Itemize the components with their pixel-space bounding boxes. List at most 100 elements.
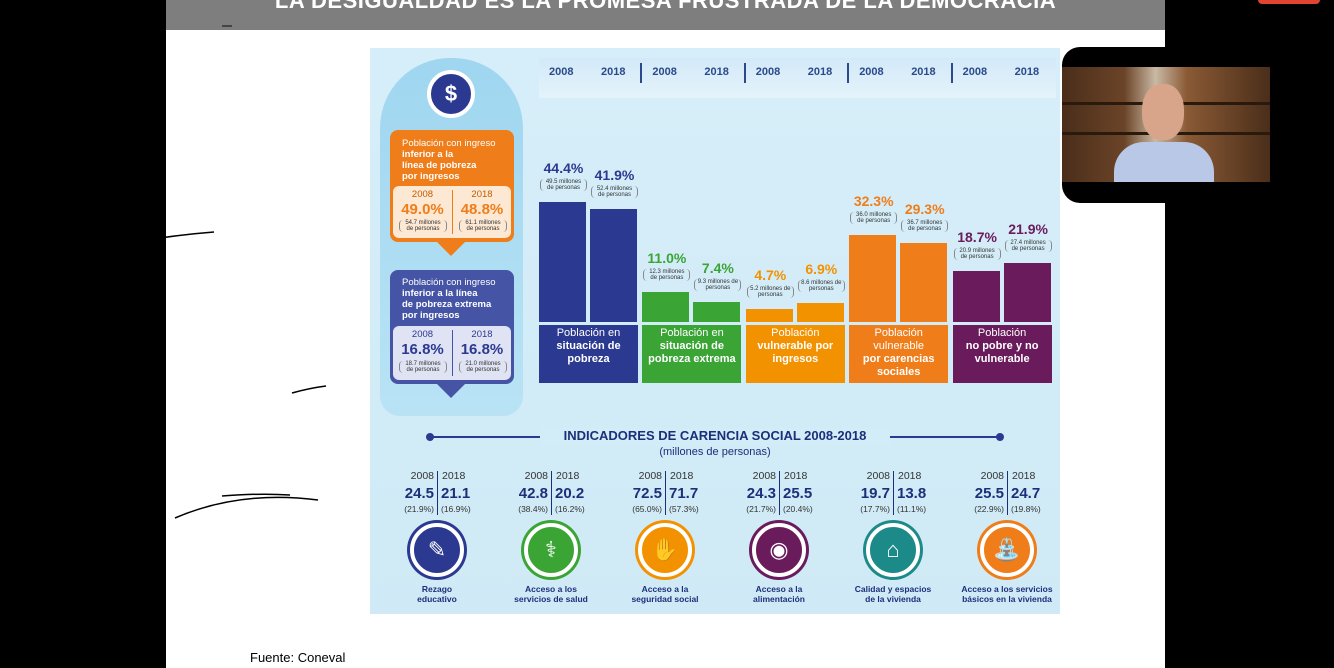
indicator-separator <box>437 471 438 515</box>
bar-value-label: 41.9% <box>594 166 635 183</box>
indicator-card: 2008 2018 24.5 21.1 (21.9%) (16.9%) ✎ Rezago edu… <box>380 470 494 610</box>
indicator-label-line: Rezago <box>421 584 453 594</box>
doctor-icon: ⚕ <box>545 537 557 562</box>
year-header-label: 2008 <box>755 66 781 78</box>
year-label: 2008 <box>411 189 434 200</box>
bar <box>952 271 1000 322</box>
indicator-label-line: Acceso a la <box>755 584 803 594</box>
indicator-circle: ⛲ <box>980 523 1034 577</box>
plate-icon: ◉ <box>769 537 789 562</box>
indicator-value-2018: 25.5 <box>783 485 813 502</box>
indicator-label: Acceso a la alimentación <box>722 584 836 604</box>
divider-dot <box>426 433 434 441</box>
indicator-label-line: de la vivienda <box>865 594 921 604</box>
bar-people-note: 36.0 millones de personas <box>850 211 898 224</box>
person-shirt <box>1114 142 1214 182</box>
indicator-year: 2008 <box>410 470 434 482</box>
value-2018: 48.8% <box>460 201 504 218</box>
bar-value-label: 11.0% <box>647 250 687 267</box>
indicator-year: 2008 <box>980 470 1004 482</box>
bar <box>1003 262 1051 322</box>
indicator-year: 2018 <box>898 470 922 482</box>
indicator-separator <box>551 471 552 515</box>
indicator-pct-2018: (16.2%) <box>555 504 585 514</box>
indicator-circle: ✎ <box>410 523 464 577</box>
panel-title-2: inferior a la <box>402 149 454 160</box>
year-header-label: 2018 <box>1014 66 1040 78</box>
indicators-title: INDICADORES DE CARENCIA SOCIAL 2008-2018 <box>540 428 890 446</box>
pen-annotations <box>21 159 327 519</box>
category-label: Población vulnerable por carencias sociale… <box>849 325 949 383</box>
indicator-circle: ⚕ <box>524 523 578 577</box>
indicator-pct-2008: (38.4%) <box>518 504 548 514</box>
year-header-label: 2018 <box>911 66 936 78</box>
indicator-card: 2008 2018 24.3 25.5 (21.7%) (20.4%) ◉ Acceso a … <box>722 470 836 610</box>
bar <box>642 292 690 322</box>
indicator-pct-2018: (20.4%) <box>783 504 813 514</box>
category-label-line: pobreza <box>567 353 610 365</box>
pencil-icon: ✎ <box>427 537 447 562</box>
house-hands-icon: ⌂ <box>886 537 900 562</box>
bar-value-label: 7.4% <box>701 260 734 276</box>
indicators-subtitle: (millones de personas) <box>659 446 771 458</box>
cursor-mark <box>222 25 232 27</box>
indicator-value-2008: 25.5 <box>974 485 1004 502</box>
category-label: Población vulnerable por ingresos <box>745 325 845 383</box>
indicator-circle: ⌂ <box>866 523 920 577</box>
indicator-card: 2008 2018 42.8 20.2 (38.4%) (16.2%) ⚕ Acceso a … <box>494 470 608 610</box>
indicator-value-2018: 21.1 <box>441 485 471 502</box>
bar-value-label: 18.7% <box>957 229 997 246</box>
bar-people-note: 12.3 millones de personas <box>643 269 691 282</box>
indicator-year: 2018 <box>784 470 808 482</box>
panel-title-4: por ingresos <box>402 171 460 182</box>
category-label-line: vulnerable por <box>757 340 834 352</box>
person-face <box>1142 84 1184 140</box>
indicator-label-line: Acceso a la <box>641 584 689 594</box>
bar-people-note: 5.2 millones de personas <box>746 286 794 299</box>
bar-value-label: 29.3% <box>904 200 945 217</box>
indicator-separator <box>893 471 894 515</box>
indicator-value-2008: 24.3 <box>746 485 776 502</box>
panel-title-3: línea de pobreza <box>402 160 477 171</box>
indicator-label: Acceso a los servicios de salud <box>494 584 608 604</box>
indicator-label-line: Calidad y espacios <box>854 584 932 594</box>
year-header-label: 2008 <box>859 66 884 78</box>
panel-title-1: Población con ingreso <box>402 277 496 288</box>
indicator-value-2008: 72.5 <box>632 485 662 502</box>
year-label: 2018 <box>471 189 493 200</box>
people-note: 61.1 millones de personas <box>459 220 507 232</box>
indicator-label: Rezago educativo <box>380 584 494 604</box>
indicator-card: 2008 2018 19.7 13.8 (17.7%) (11.1%) ⌂ Calidad y… <box>836 470 950 610</box>
bar-people-note: 27.4 millones de personas <box>1004 239 1052 252</box>
indicator-year: 2018 <box>442 470 466 482</box>
bar-chart: 44.4% 49.5 millones de personas 41.9% 52.4 … <box>539 100 1056 385</box>
year-label: 2008 <box>411 329 434 340</box>
bar-value-label: 4.7% <box>754 267 787 284</box>
source-text: Fuente: Coneval <box>250 650 346 665</box>
category-label-line: Población vulnerable <box>873 327 925 352</box>
bar-people-note: 49.5 millones de personas <box>540 179 587 191</box>
category-label-line: Población <box>977 327 1027 339</box>
panel-pointer <box>437 242 465 256</box>
bar <box>849 234 897 322</box>
bar <box>539 202 586 322</box>
video-tile[interactable] <box>1062 47 1270 203</box>
year-header-label: 2008 <box>962 66 988 78</box>
slide-title-bar: LA DESIGUALDAD ES LA PROMESA FRUSTRADA D… <box>166 0 1165 30</box>
indicator-year: 2018 <box>1012 470 1036 482</box>
value-2018: 16.8% <box>460 341 504 358</box>
indicator-separator <box>1007 471 1008 515</box>
indicator-pct-2008: (22.9%) <box>974 504 1004 514</box>
indicator-value-2018: 71.7 <box>669 485 699 502</box>
year-header-label: 2018 <box>601 66 626 78</box>
indicator-circle: ◉ <box>752 523 806 577</box>
indicator-label-line: Acceso a los <box>525 584 577 594</box>
indicator-value-2008: 24.5 <box>404 485 434 502</box>
bar-people-note: 20.9 millones de personas <box>953 248 1001 261</box>
bar <box>796 303 844 322</box>
category-label-line: ingresos <box>772 353 819 365</box>
bar-people-note: 8.6 millones de personas <box>797 280 845 293</box>
indicator-circle: ✋ <box>638 523 692 577</box>
category-label-line: Población en <box>556 327 621 339</box>
category-label: Población no pobre y no vulnerable <box>952 325 1052 383</box>
